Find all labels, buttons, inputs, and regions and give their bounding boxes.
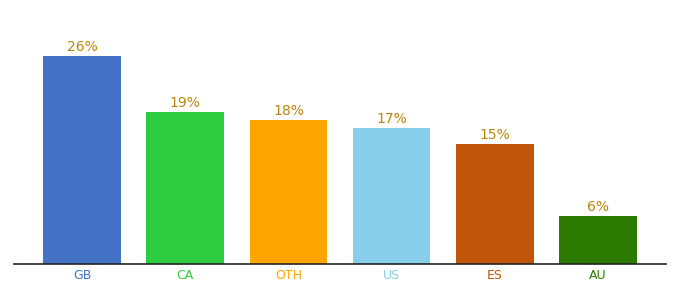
Text: 19%: 19%	[170, 96, 201, 110]
Bar	[250, 120, 327, 264]
Text: 26%: 26%	[67, 40, 97, 54]
Text: 18%: 18%	[273, 103, 304, 118]
Bar	[353, 128, 430, 264]
Bar	[146, 112, 224, 264]
Bar	[44, 56, 120, 264]
Text: 17%: 17%	[376, 112, 407, 126]
Text: 15%: 15%	[479, 128, 510, 142]
Bar	[456, 144, 534, 264]
Text: 6%: 6%	[587, 200, 609, 214]
Bar	[560, 216, 636, 264]
